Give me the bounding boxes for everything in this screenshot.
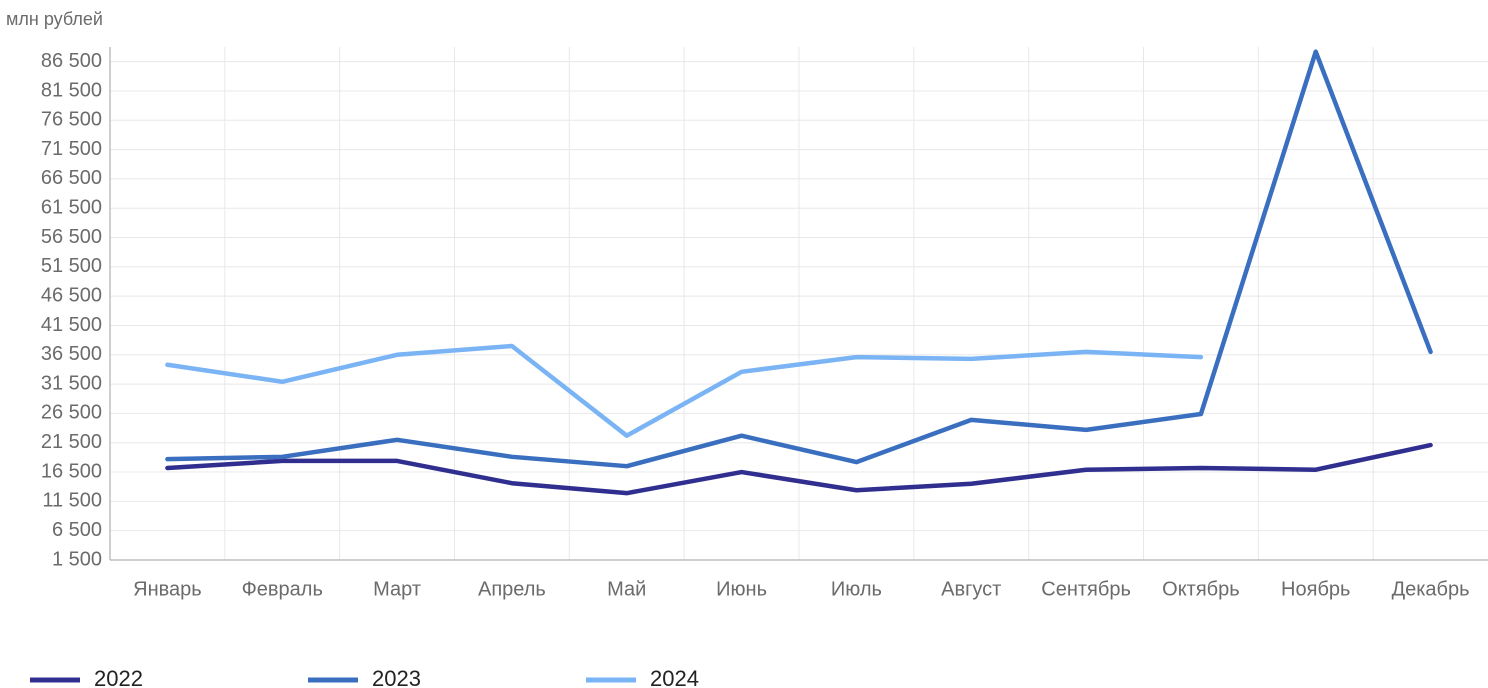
y-tick-label: 6 500 — [52, 519, 102, 541]
x-tick-label: Апрель — [478, 578, 546, 600]
series-line — [165, 343, 1204, 438]
y-tick-label: 41 500 — [41, 314, 102, 336]
legend-label: 2023 — [372, 666, 421, 688]
series-line — [165, 442, 1433, 496]
y-tick-label: 46 500 — [41, 284, 102, 306]
y-tick-label: 1 500 — [52, 548, 102, 570]
y-tick-label: 51 500 — [41, 255, 102, 277]
legend: 2022 2023 2024 — [30, 666, 699, 688]
y-axis-unit: млн рублей — [6, 9, 103, 29]
x-tick-label: Январь — [133, 578, 202, 600]
y-tick-label: 71 500 — [41, 138, 102, 160]
x-tick-label: Сентябрь — [1041, 578, 1131, 600]
y-tick-label: 36 500 — [41, 343, 102, 365]
y-tick-label: 61 500 — [41, 197, 102, 219]
x-tick-label: Июнь — [716, 578, 767, 600]
x-tick-label: Май — [607, 578, 646, 600]
y-tick-label: 26 500 — [41, 402, 102, 424]
x-tick-label: Февраль — [242, 578, 323, 600]
series-line — [165, 49, 1433, 469]
x-tick-label: Октябрь — [1162, 578, 1240, 600]
x-tick-label: Декабрь — [1392, 578, 1470, 600]
y-tick-label: 31 500 — [41, 372, 102, 394]
y-tick-label: 66 500 — [41, 167, 102, 189]
x-tick-label: Август — [941, 578, 1001, 600]
y-tick-label: 76 500 — [41, 109, 102, 131]
x-tick-label: Март — [373, 578, 421, 600]
legend-label: 2024 — [650, 666, 699, 688]
y-tick-label: 11 500 — [42, 490, 102, 512]
legend-label: 2022 — [94, 666, 143, 688]
y-tick-label: 21 500 — [41, 431, 102, 453]
y-tick-label: 16 500 — [41, 460, 102, 482]
y-tick-label: 56 500 — [41, 226, 102, 248]
x-tick-label: Июль — [831, 578, 882, 600]
y-tick-label: 86 500 — [41, 50, 102, 72]
y-tick-label: 81 500 — [41, 79, 102, 101]
x-tick-label: Ноябрь — [1281, 578, 1350, 600]
